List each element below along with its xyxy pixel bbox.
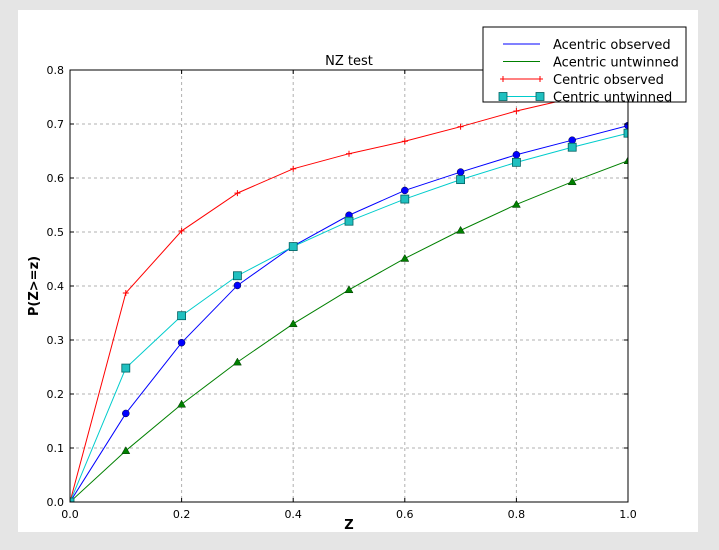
x-axis-label: Z bbox=[344, 518, 353, 533]
data-point-square bbox=[400, 194, 410, 204]
series-acentric-untwinned bbox=[70, 156, 628, 502]
data-point-plus bbox=[457, 123, 464, 130]
data-point-circle bbox=[177, 338, 186, 347]
data-point-plus bbox=[122, 290, 129, 297]
y-tick-label: 0.0 bbox=[47, 496, 65, 509]
data-point-circle bbox=[456, 168, 465, 176]
data-point-circle bbox=[568, 136, 576, 144]
data-point-triangle bbox=[567, 177, 577, 186]
data-point-triangle bbox=[511, 199, 521, 208]
legend-label: Centric untwinned bbox=[553, 91, 672, 106]
x-tick-label: 0.0 bbox=[61, 508, 79, 521]
data-point-circle bbox=[233, 281, 242, 290]
data-point-triangle bbox=[623, 156, 628, 164]
legend-label: Acentric observed bbox=[553, 38, 671, 53]
data-point-circle bbox=[512, 151, 521, 159]
data-point-square bbox=[288, 242, 298, 251]
legend: Acentric observed Acentric untwinned Centr… bbox=[482, 26, 687, 106]
data-point-plus bbox=[500, 76, 506, 82]
series-centric-observed bbox=[70, 83, 628, 502]
data-point-triangle bbox=[344, 285, 354, 294]
data-point-square bbox=[623, 128, 628, 138]
data-point-plus bbox=[178, 227, 185, 234]
data-point-square bbox=[567, 142, 577, 152]
data-point-square bbox=[232, 271, 242, 281]
data-point-square bbox=[344, 216, 354, 226]
series-centric-untwinned bbox=[70, 128, 628, 502]
legend-label: Acentric untwinned bbox=[553, 56, 679, 71]
legend-box bbox=[482, 26, 687, 103]
x-tick-label: 0.2 bbox=[173, 508, 191, 521]
x-tick-label: 0.6 bbox=[396, 508, 414, 521]
data-point-square bbox=[512, 157, 521, 167]
legend-entry: Centric untwinned bbox=[498, 91, 672, 106]
y-tick-label: 0.3 bbox=[47, 334, 65, 347]
data-point-square bbox=[177, 311, 187, 321]
y-tick-label: 0.5 bbox=[47, 226, 65, 239]
legend-entry: Acentric observed bbox=[503, 38, 671, 53]
data-point-triangle bbox=[288, 319, 298, 328]
legend-label: Centric observed bbox=[553, 73, 664, 88]
data-point-plus bbox=[346, 150, 352, 157]
legend-entry: Centric observed bbox=[500, 73, 664, 88]
y-tick-label: 0.7 bbox=[47, 118, 65, 131]
data-point-square bbox=[535, 92, 545, 101]
chart-title: NZ test bbox=[325, 54, 373, 69]
data-point-square bbox=[121, 363, 131, 373]
data-point-plus bbox=[290, 165, 297, 172]
x-tick-label: 0.4 bbox=[284, 508, 302, 521]
y-tick-label: 0.6 bbox=[47, 172, 65, 185]
data-point-circle bbox=[401, 186, 409, 195]
y-tick-label: 0.1 bbox=[47, 442, 65, 455]
data-point-triangle bbox=[121, 446, 131, 454]
data-point-triangle bbox=[177, 399, 187, 408]
ticks: 0.0 0.2 0.4 0.6 0.8 1.0 0.0 0.1 0.2 0.3 0.4 0.5 0.6 0… bbox=[47, 64, 637, 521]
y-axis-label: P(Z>=z) bbox=[27, 256, 42, 316]
data-point-square bbox=[456, 175, 466, 185]
data-point-plus bbox=[401, 138, 408, 145]
legend-entry: Acentric untwinned bbox=[503, 56, 679, 71]
series-group bbox=[70, 83, 628, 502]
data-point-circle bbox=[122, 409, 130, 418]
y-tick-label: 0.4 bbox=[47, 280, 65, 293]
data-point-triangle bbox=[456, 225, 466, 234]
data-point-plus bbox=[234, 190, 241, 197]
data-point-plus bbox=[513, 108, 520, 115]
data-point-triangle bbox=[400, 253, 410, 262]
data-point-triangle bbox=[232, 357, 242, 366]
x-tick-label: 0.8 bbox=[508, 508, 526, 521]
y-tick-label: 0.2 bbox=[47, 388, 65, 401]
data-point-plus bbox=[537, 76, 543, 82]
y-tick-label: 0.8 bbox=[47, 64, 65, 77]
x-tick-label: 1.0 bbox=[619, 508, 637, 521]
data-point-square bbox=[498, 92, 508, 101]
data-point-square bbox=[70, 497, 75, 502]
